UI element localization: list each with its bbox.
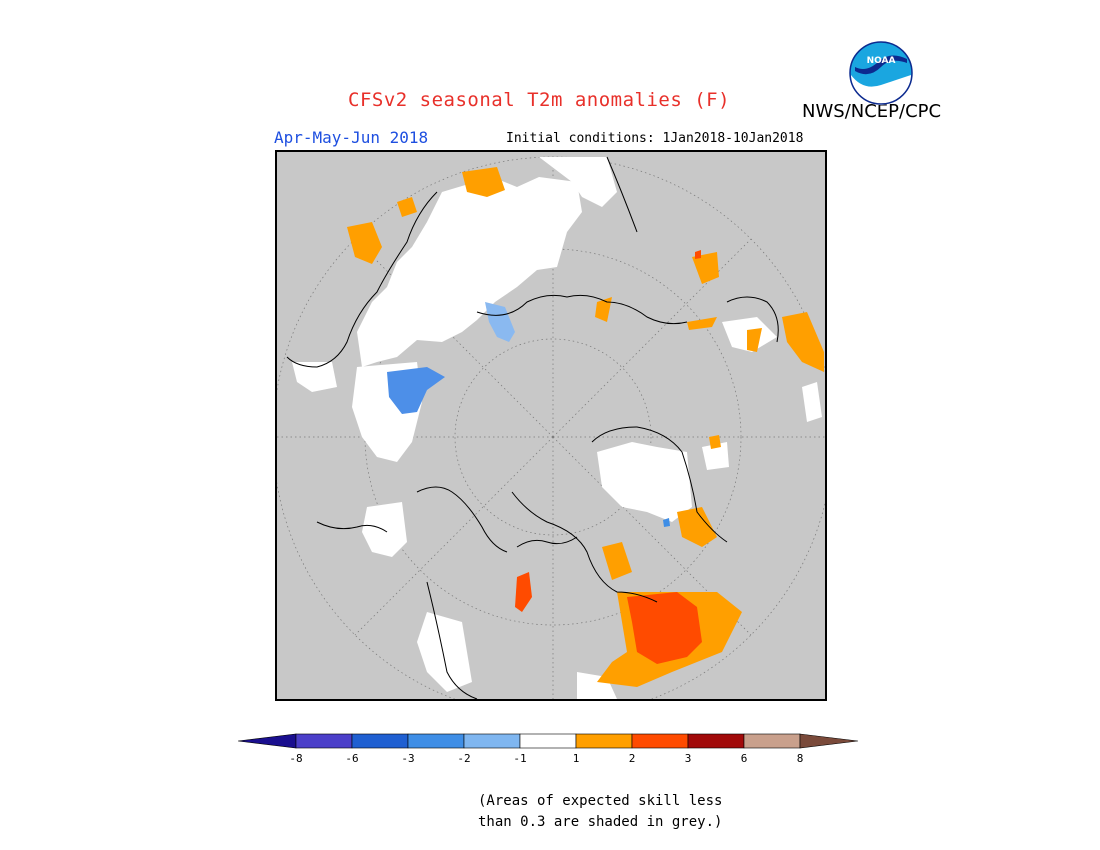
colorbar-tick-label: 6	[740, 752, 748, 765]
logo-text: NOAA	[867, 56, 896, 66]
colorbar-tick-label: -8	[289, 752, 303, 765]
noaa-logo: NOAA	[849, 41, 913, 105]
colorbar-tick-label: -3	[401, 752, 415, 765]
colorbar-tick-label: 2	[628, 752, 636, 765]
colorbar-tick-label: -2	[457, 752, 471, 765]
colorbar-box	[519, 733, 577, 749]
colorbar-box	[687, 733, 745, 749]
season-label: Apr-May-Jun 2018	[274, 128, 429, 147]
warm-anomalies-strong	[515, 250, 702, 664]
colorbar-tick-label: -6	[345, 752, 359, 765]
initial-conditions-label: Initial conditions: 1Jan2018-10Jan2018	[506, 131, 804, 146]
polar-map-graphic	[277, 156, 825, 699]
anomaly-map	[275, 150, 827, 701]
colorbar-box	[407, 733, 465, 749]
coastlines	[286, 156, 779, 699]
colorbar-arrow-left	[238, 733, 297, 749]
colorbar-box	[295, 733, 353, 749]
agency-label: NWS/NCEP/CPC	[802, 101, 942, 122]
map-title: CFSv2 seasonal T2m anomalies (F)	[348, 89, 731, 111]
cold-anomalies	[387, 302, 670, 527]
skill-note-line-2: than 0.3 are shaded in grey.)	[478, 814, 723, 830]
skill-note: (Areas of expected skill less than 0.3 a…	[478, 791, 722, 833]
anomaly-colorbar	[238, 733, 859, 749]
colorbar-tick-label: 3	[684, 752, 692, 765]
skill-note-line-1: (Areas of expected skill less	[478, 793, 723, 809]
colorbar-box	[575, 733, 633, 749]
colorbar-box	[743, 733, 801, 749]
colorbar-arrow-right	[799, 733, 859, 749]
latitude-circle-inner	[454, 338, 652, 536]
colorbar-tick-label: 8	[796, 752, 804, 765]
colorbar-box	[463, 733, 521, 749]
colorbar-box	[631, 733, 689, 749]
colorbar-box	[351, 733, 409, 749]
colorbar-tick-label: -1	[513, 752, 527, 765]
colorbar-tick-label: 1	[572, 752, 580, 765]
